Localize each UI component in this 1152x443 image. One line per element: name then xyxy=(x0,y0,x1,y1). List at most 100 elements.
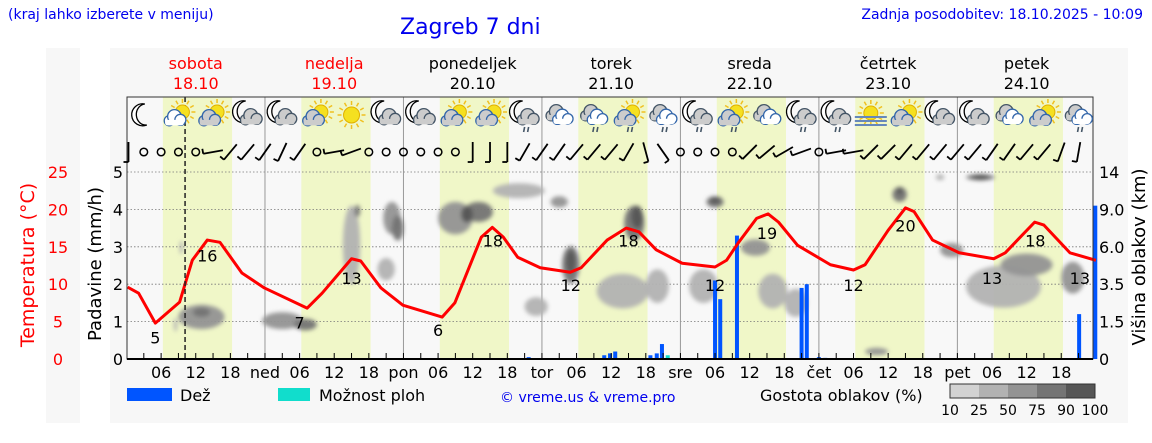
wind-shaft xyxy=(277,142,288,162)
rain-drop xyxy=(665,126,668,133)
wind-barb-icon xyxy=(1015,143,1034,161)
sun-ray xyxy=(452,100,456,105)
cloud-height-tick: 1.5 xyxy=(1099,313,1124,332)
wind-barb-icon xyxy=(755,144,776,160)
sun-ray xyxy=(355,123,360,128)
icon-moon-cloud xyxy=(370,100,402,126)
wind-feather xyxy=(1052,158,1059,163)
temperature-line xyxy=(126,206,1097,325)
sun-ray xyxy=(324,100,329,105)
cloud-base xyxy=(691,118,711,125)
cloud-blob xyxy=(377,258,395,281)
cloud-blob xyxy=(354,204,361,217)
cloud-icon xyxy=(516,107,540,126)
precipitation-tick: 0 xyxy=(113,350,123,369)
last-updated: Zadnja posodobitev: 18.10.2025 - 10:09 xyxy=(861,7,1143,23)
sun-ray xyxy=(328,104,333,109)
temperature-label: 7 xyxy=(295,314,305,333)
cloud-blob xyxy=(391,215,404,241)
wind-shaft xyxy=(741,144,758,160)
x-hour-label: 12 xyxy=(186,363,206,382)
cloud-blob xyxy=(550,196,568,208)
wind-shaft xyxy=(1056,142,1066,162)
cloud-icon xyxy=(932,107,956,126)
wind-barb-icon xyxy=(656,143,670,164)
x-day-label: ned xyxy=(250,363,280,382)
sun-ray xyxy=(913,100,917,105)
icon-sun-cloud xyxy=(302,99,334,127)
sun-ray xyxy=(355,102,360,107)
wind-feather xyxy=(789,150,794,156)
day-date: 19.10 xyxy=(311,74,357,93)
icon-sun-cloud xyxy=(1029,99,1061,127)
density-swatch xyxy=(979,384,1008,398)
icon-sun-cloud xyxy=(163,99,196,127)
sun-ray xyxy=(501,104,506,109)
cloud-base xyxy=(518,118,537,125)
day-name: petek xyxy=(1004,54,1050,73)
wind-calm-icon xyxy=(398,147,409,157)
wind-shaft xyxy=(203,149,224,155)
x-hour-label: 18 xyxy=(636,363,656,382)
density-level-label: 75 xyxy=(1028,403,1046,419)
wind-shaft xyxy=(915,143,930,161)
sun-ray xyxy=(359,107,365,111)
cloud-icon xyxy=(828,107,852,126)
wind-feather xyxy=(273,158,279,162)
cloud-blob xyxy=(709,197,721,204)
cloud-icon xyxy=(475,108,499,127)
density-level-label: 25 xyxy=(970,403,988,419)
x-hour-label: 18 xyxy=(1051,363,1071,382)
wind-barb-icon xyxy=(514,142,531,162)
x-hour-label: 18 xyxy=(913,363,933,382)
wind-calm-icon xyxy=(814,147,824,157)
x-hour-label: 06 xyxy=(289,363,309,382)
cloud-base xyxy=(933,118,953,125)
wind-feather xyxy=(548,156,555,161)
sun-ray xyxy=(497,100,502,105)
icon-moon-cloud-rain xyxy=(820,100,852,133)
sun-icon xyxy=(337,101,366,129)
copyright-link[interactable]: © vreme.us & vreme.pro xyxy=(500,390,675,406)
wind-barb-icon xyxy=(339,147,362,157)
cloud-base xyxy=(199,119,219,126)
temperature-label: 5 xyxy=(150,329,160,348)
wind-barb-icon xyxy=(946,143,965,161)
cloud-icon xyxy=(1071,108,1094,126)
cloud-icon xyxy=(793,107,817,126)
wind-barb-icon xyxy=(981,143,999,161)
cloud-base xyxy=(1030,119,1050,126)
precipitation-tick: 5 xyxy=(113,163,123,182)
sun-ray xyxy=(1040,100,1045,105)
sun-ray xyxy=(224,115,229,120)
temperature-label: 12 xyxy=(843,276,863,295)
wind-feather xyxy=(514,157,521,162)
cloud-base xyxy=(414,118,434,125)
x-day-label: pet xyxy=(944,363,970,382)
cloud-height-tick: 6.0 xyxy=(1099,238,1124,257)
x-ticks xyxy=(143,353,1080,359)
cloud-base xyxy=(275,118,295,125)
cloud-base xyxy=(241,118,261,125)
wind-feather xyxy=(565,155,571,161)
wind-calm-icon xyxy=(191,147,201,157)
wind-shaft xyxy=(1019,143,1034,161)
rain-drop xyxy=(1076,126,1080,133)
rain-drop xyxy=(630,126,634,133)
x-hour-label: 06 xyxy=(843,363,863,382)
wind-barb-icon xyxy=(894,143,913,161)
wind-shaft xyxy=(586,143,601,161)
wind-calm-icon xyxy=(364,147,374,157)
x-hour-label: 12 xyxy=(324,363,344,382)
x-day-label: sre xyxy=(668,363,692,382)
wind-calm-icon xyxy=(693,147,703,157)
wind-feather xyxy=(755,154,760,160)
temperature-label: 18 xyxy=(483,231,503,250)
wind-feather xyxy=(876,154,882,160)
rain-drop xyxy=(526,126,530,133)
sun-ray xyxy=(636,100,640,105)
wind-feather xyxy=(236,155,242,161)
wind-shaft xyxy=(223,143,238,161)
wind-feather xyxy=(201,148,205,154)
